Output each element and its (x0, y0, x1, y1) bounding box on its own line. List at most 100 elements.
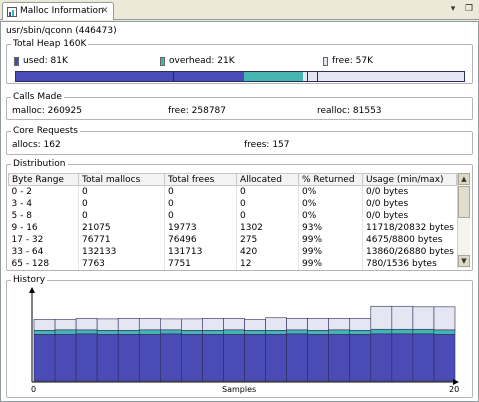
table-cell: 99% (298, 258, 363, 270)
table-cell: 0 (236, 210, 299, 222)
tab-malloc-information[interactable]: Malloc Information ✕ (2, 2, 114, 20)
table-cell: 93% (298, 222, 363, 234)
history-bar-free (349, 318, 372, 331)
table-cell: 0 (164, 185, 237, 198)
table-cell: 7763 (78, 258, 165, 270)
history-bar-used (244, 334, 266, 382)
history-bar-used (223, 334, 245, 382)
column-header-percent-returned[interactable]: % Returned (298, 173, 363, 186)
history-bar-free (138, 318, 161, 331)
column-header-total-frees[interactable]: Total frees (164, 173, 237, 186)
table-row[interactable]: 65 - 128 7763 7751 12 99% 780/1536 bytes (9, 258, 457, 270)
column-header-byte-range[interactable]: Byte Range (8, 173, 79, 186)
history-bar-free (75, 318, 98, 331)
history-bar-overhead (181, 330, 203, 335)
table-cell: 0% (298, 210, 363, 222)
history-bar-used (33, 334, 56, 382)
y-axis-arrow-icon (29, 287, 35, 293)
history-bar-free (202, 318, 224, 331)
table-row[interactable]: 0 - 2 0 0 0 0% 0/0 bytes (9, 185, 457, 198)
history-bar-used (286, 333, 308, 382)
realloc-count: realloc: 81553 (317, 106, 382, 116)
history-bar-overhead (160, 329, 182, 335)
history-bar-overhead (349, 330, 372, 335)
used-swatch (14, 56, 19, 66)
table-cell: 9 - 16 (11, 223, 38, 233)
heap-usage-bar (15, 71, 465, 82)
free-swatch (323, 56, 328, 66)
distribution-scrollbar[interactable]: ▲ ▼ (457, 173, 470, 268)
table-cell: 0/0 bytes (362, 185, 457, 198)
history-bar-free (370, 305, 393, 330)
table-cell: 0 (164, 210, 237, 222)
x-start-label: 0 (31, 385, 36, 394)
history-bar-used (117, 334, 140, 382)
table-cell: 17 - 32 (11, 235, 44, 245)
table-cell: 0 (78, 210, 165, 222)
history-bar-used (328, 334, 351, 382)
table-cell: 1302 (236, 222, 299, 234)
column-header-usage[interactable]: Usage (min/max) (362, 173, 457, 186)
history-bar-free (244, 319, 266, 331)
column-header-total-mallocs[interactable]: Total mallocs (78, 173, 165, 186)
history-bar-overhead (391, 328, 414, 335)
history-bar-overhead (286, 329, 308, 335)
history-bar-free (328, 318, 351, 331)
column-header-allocated[interactable]: Allocated (236, 173, 299, 186)
table-cell: 76496 (164, 234, 237, 246)
overhead-swatch (160, 56, 165, 66)
history-bar-free (96, 318, 119, 331)
table-cell: 275 (236, 234, 299, 246)
heap-bar-tick (317, 72, 318, 81)
history-bar-overhead (138, 329, 161, 335)
history-bar-free (412, 306, 435, 330)
history-bar-used (412, 333, 435, 382)
table-cell: 0 (78, 185, 165, 198)
table-cell: 0 (236, 185, 299, 198)
heap-used-segment (16, 72, 245, 81)
history-bar-overhead (265, 330, 287, 335)
table-row[interactable]: 17 - 32 76771 76496 275 99% 4675/8800 by… (9, 234, 457, 246)
distribution-header-row: Byte Range Total mallocs Total frees All… (8, 173, 457, 186)
history-bar-used (181, 334, 203, 382)
table-cell: 11718/20832 bytes (362, 222, 457, 234)
table-cell: 131713 (164, 246, 237, 258)
calls-made-title: Calls Made (11, 92, 64, 102)
table-cell: 7751 (164, 258, 237, 270)
table-cell: 99% (298, 234, 363, 246)
history-bar-overhead (96, 330, 119, 335)
table-cell: 0/0 bytes (362, 210, 457, 222)
table-row[interactable]: 33 - 64 132133 131713 420 99% 13860/2688… (9, 246, 457, 258)
table-cell: 3 - 4 (11, 199, 32, 209)
table-cell: 21075 (78, 222, 165, 234)
history-bar-used (307, 334, 329, 382)
history-bar-used (138, 334, 161, 382)
table-row[interactable]: 9 - 16 21075 19773 1302 93% 11718/20832 … (9, 222, 457, 234)
table-cell: 4675/8800 bytes (362, 234, 457, 246)
scroll-up-icon[interactable]: ▲ (458, 173, 470, 185)
table-row[interactable]: 3 - 4 0 0 0 0% 0/0 bytes (9, 198, 457, 210)
history-bar-free (223, 318, 245, 331)
close-icon[interactable]: ✕ (101, 6, 109, 16)
view-menu-icon[interactable]: ▾ (450, 4, 456, 14)
table-cell: 0 (78, 198, 165, 210)
used-label: used: 81K (23, 56, 68, 66)
scroll-down-icon[interactable]: ▼ (458, 255, 470, 267)
scroll-thumb[interactable] (458, 186, 470, 218)
table-cell: 420 (236, 246, 299, 258)
history-bar-used (160, 333, 182, 382)
table-cell: 0/0 bytes (362, 198, 457, 210)
total-heap-group: Total Heap 160K used: 81K overhead: 21K … (6, 39, 473, 84)
table-cell: 33 - 64 (11, 247, 44, 257)
history-bar-overhead (117, 330, 140, 335)
history-chart: 0 Samples 20 (29, 287, 459, 394)
table-cell: 76771 (78, 234, 165, 246)
history-bar-free (33, 319, 56, 331)
history-bar-overhead (54, 329, 77, 335)
history-bar-overhead (412, 328, 435, 335)
free-label: free: 57K (332, 56, 373, 66)
table-row[interactable]: 5 - 8 0 0 0 0% 0/0 bytes (9, 210, 457, 222)
history-title: History (11, 275, 48, 285)
table-cell: 0 - 2 (11, 187, 32, 197)
restore-icon[interactable]: ❐ (464, 4, 474, 14)
